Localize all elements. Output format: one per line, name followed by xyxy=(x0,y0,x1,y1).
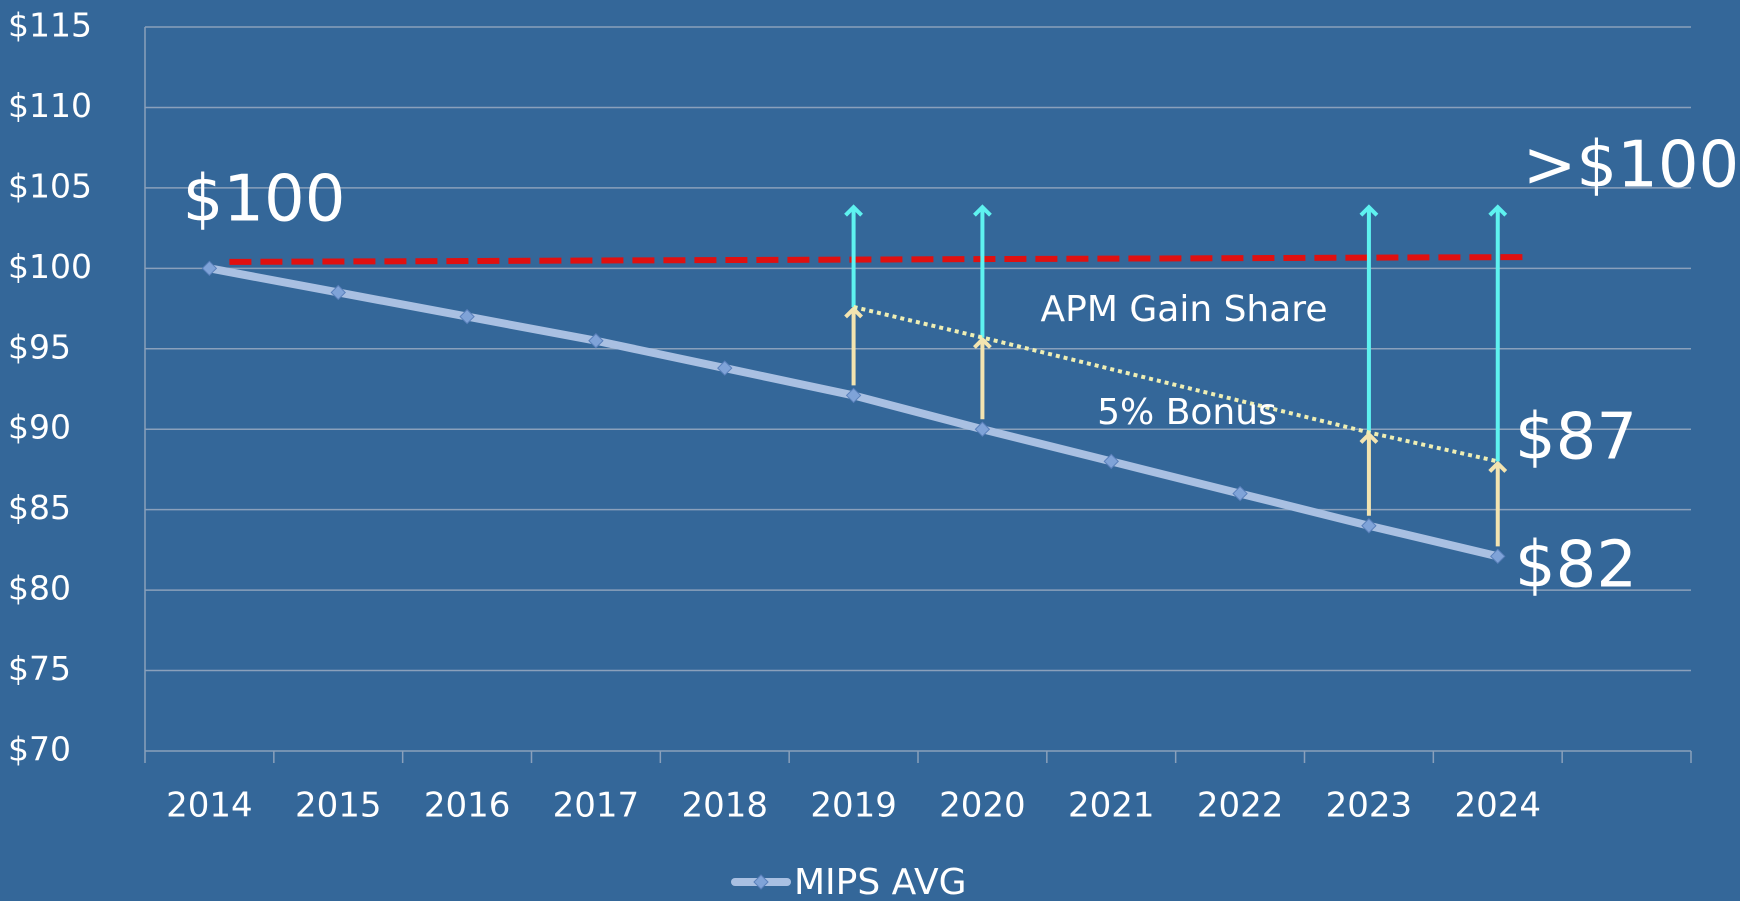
annotation: >$100 xyxy=(1523,129,1740,203)
legend-marker xyxy=(753,874,769,890)
annotation: $100 xyxy=(183,163,346,237)
data-point xyxy=(459,308,475,325)
x-tick-label: 2018 xyxy=(681,786,768,826)
annotation: APM Gain Share xyxy=(1041,289,1328,330)
y-tick-label: $110 xyxy=(8,86,92,125)
data-point xyxy=(588,333,604,349)
y-tick-label: $70 xyxy=(8,730,71,769)
y-tick-label: $75 xyxy=(8,649,71,688)
y-tick-label: $80 xyxy=(8,569,71,608)
data-point xyxy=(330,284,346,301)
x-tick-label: 2019 xyxy=(810,786,897,826)
x-tick-label: 2021 xyxy=(1068,786,1155,826)
y-tick-label: $90 xyxy=(8,408,71,447)
x-tick-label: 2024 xyxy=(1454,786,1541,826)
y-tick-label: $115 xyxy=(8,6,92,45)
x-tick-label: 2014 xyxy=(166,786,253,826)
legend-label: MIPS AVG xyxy=(794,862,967,901)
data-point xyxy=(1103,453,1119,470)
x-tick-label: 2017 xyxy=(553,786,640,826)
annotation: 5% Bonus xyxy=(1097,392,1277,433)
annotation: $87 xyxy=(1515,401,1637,475)
data-point xyxy=(717,360,733,376)
annotation: $82 xyxy=(1515,529,1637,603)
x-tick-label: 2015 xyxy=(295,786,382,826)
data-point xyxy=(1361,518,1377,534)
x-tick-label: 2020 xyxy=(939,786,1026,826)
data-point xyxy=(974,421,991,437)
data-point xyxy=(201,260,218,277)
y-tick-label: $100 xyxy=(8,247,92,286)
data-point xyxy=(845,387,862,404)
y-tick-label: $105 xyxy=(8,166,92,205)
y-tick-label: $95 xyxy=(8,327,71,366)
x-tick-label: 2022 xyxy=(1197,786,1284,826)
data-point xyxy=(1232,485,1248,502)
bonus-line xyxy=(853,305,1499,464)
x-tick-label: 2016 xyxy=(424,786,511,826)
y-tick-label: $85 xyxy=(8,488,71,527)
x-tick-label: 2023 xyxy=(1326,786,1413,826)
data-point xyxy=(1490,548,1506,565)
